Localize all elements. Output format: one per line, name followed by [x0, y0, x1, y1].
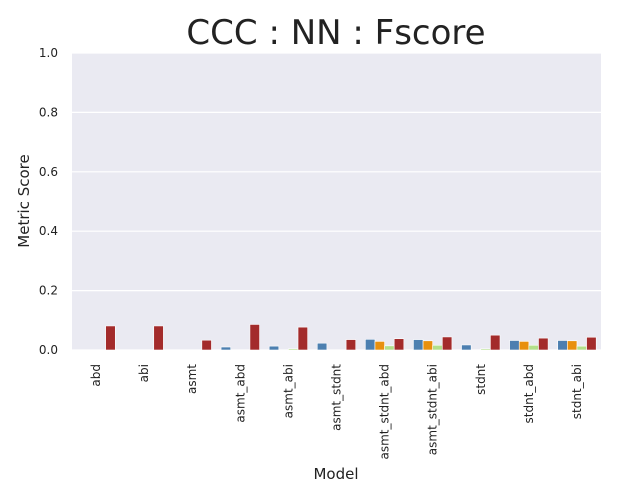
y-tick-label: 1.0 [39, 46, 58, 60]
x-tick-label: asmt_stdnt [330, 364, 344, 431]
x-tick-label: asmt_abi [281, 364, 295, 418]
bar-asmt_stdnt_abd-0 [365, 339, 376, 351]
bar-asmt_stdnt_abi-0 [413, 339, 424, 351]
x-tick-label: stdnt_abd [522, 364, 536, 423]
bar-asmt_abi-2 [288, 348, 299, 351]
bar-stdnt_abd-3 [538, 337, 549, 351]
bar-stdnt_abd-2 [528, 344, 539, 351]
x-axis-label: Model [313, 465, 358, 483]
x-tick-label: stdnt [474, 364, 488, 395]
x-tick-label: asmt [185, 364, 199, 394]
bar-asmt_abd-3 [249, 324, 260, 351]
x-tick-label: abd [89, 364, 103, 387]
bar-asmt_abi-3 [297, 326, 308, 351]
bar-asmt_stdnt_abd-2 [384, 345, 395, 351]
bar-stdnt_abi-3 [586, 336, 597, 351]
x-tick-labels: abd abi asmt asmt_abd asmt_abi asmt_stdnt asmt… [89, 364, 584, 460]
plot-background [72, 53, 601, 350]
bar-asmt-3 [201, 339, 212, 351]
y-tick-label: 0.0 [39, 343, 58, 357]
y-tick-label: 0.4 [39, 224, 58, 238]
y-tick-label: 0.2 [39, 284, 58, 298]
bar-stdnt_abi-1 [567, 340, 578, 351]
bar-asmt_stdnt_abd-3 [393, 338, 405, 351]
chart-title: CCC : NN : Fscore [186, 13, 485, 53]
bar-asmt_stdnt_abi-1 [422, 340, 433, 351]
y-axis-label: Metric Score [15, 154, 33, 247]
x-tick-label: abi [137, 364, 151, 382]
bar-stdnt-3 [490, 334, 501, 351]
bar-stdnt_abi-0 [557, 340, 568, 351]
bar-asmt_stdnt-0 [316, 342, 328, 351]
x-tick-label: asmt_stdnt_abd [378, 364, 392, 459]
bar-asmt_stdnt_abi-3 [441, 336, 453, 351]
y-tick-labels: 0.0 0.2 0.4 0.6 0.8 1.0 [39, 46, 58, 357]
y-tick-label: 0.8 [39, 105, 58, 119]
bar-asmt_abd-0 [220, 346, 231, 351]
bar-abi-3 [153, 325, 164, 351]
bar-stdnt-0 [461, 344, 472, 351]
bar-stdnt_abd-0 [509, 340, 520, 351]
bar-stdnt_abd-1 [518, 341, 530, 351]
x-tick-label: asmt_stdnt_abi [426, 364, 440, 455]
x-tick-label: stdnt_abi [570, 364, 584, 419]
bar-abd-3 [105, 325, 116, 351]
bar-stdnt-2 [480, 348, 491, 351]
y-tick-label: 0.6 [39, 165, 58, 179]
bars [105, 324, 597, 351]
bar-asmt_stdnt-3 [345, 339, 357, 351]
bar-asmt_stdnt_abi-2 [432, 344, 443, 351]
bar-stdnt_abi-2 [576, 345, 587, 351]
bar-asmt_stdnt_abd-1 [374, 341, 385, 351]
x-tick-label: asmt_abd [233, 364, 247, 423]
bar-asmt_abi-0 [268, 345, 280, 351]
